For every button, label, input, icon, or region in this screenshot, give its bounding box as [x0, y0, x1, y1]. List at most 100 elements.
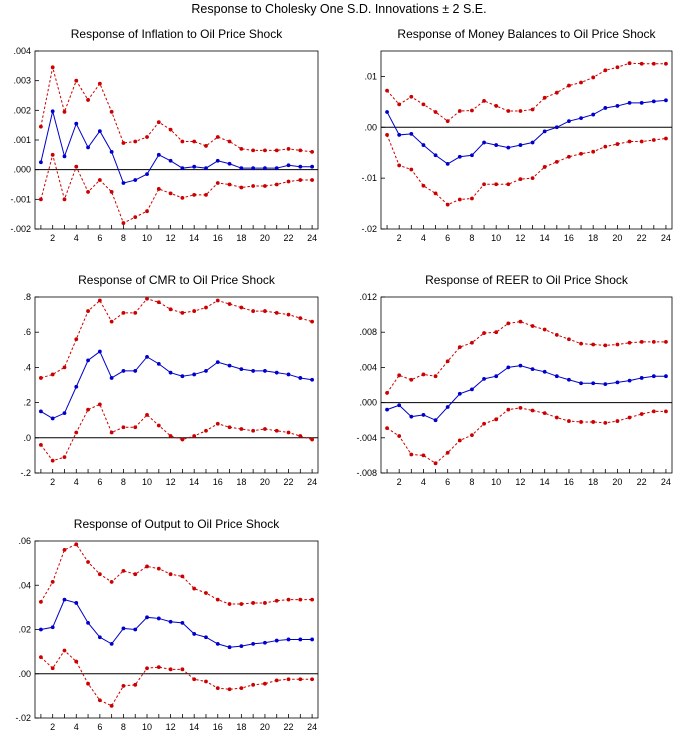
series-lower-point	[286, 430, 291, 435]
series-response-point	[121, 369, 126, 373]
series-upper-point	[263, 309, 267, 313]
y-tick-label: .00	[364, 122, 377, 132]
series-response-point	[445, 405, 450, 409]
series-lower-point	[506, 407, 511, 412]
series-response-point	[109, 149, 114, 154]
series-lower-point	[168, 434, 173, 438]
series-response-point	[97, 635, 102, 640]
series-lower-point	[192, 434, 197, 438]
series-response-line	[40, 350, 313, 420]
series-upper-point	[651, 61, 656, 66]
series-upper-point	[133, 310, 138, 315]
series-response-point	[251, 641, 256, 646]
series-lower-point	[591, 149, 596, 154]
series-response-point	[97, 129, 102, 134]
series-response-point	[50, 109, 55, 114]
series-lower-point	[74, 164, 79, 169]
series-lower-point	[121, 425, 126, 430]
series-upper-point	[651, 339, 656, 344]
series-response-point	[74, 121, 79, 126]
series-response-point	[97, 349, 102, 354]
series-lower-point	[518, 177, 523, 182]
series-upper-point	[615, 342, 620, 347]
series-upper-point	[506, 109, 511, 113]
series-response-point	[310, 377, 315, 382]
series-lower-line	[386, 134, 666, 206]
series-response-point	[192, 164, 197, 169]
panel-title: Response of Output to Oil Price Shock	[74, 517, 280, 531]
series-upper-point	[168, 572, 173, 577]
series-upper-point	[274, 598, 279, 603]
series-upper-point	[591, 342, 596, 347]
series-lower-point	[530, 408, 535, 413]
series-lower-point	[180, 437, 185, 442]
series-response-point	[530, 367, 535, 372]
y-tick-label: .2	[23, 398, 31, 408]
series-lower-point	[97, 402, 102, 407]
series-lower-point	[263, 427, 267, 431]
series-lower-line	[40, 403, 313, 462]
series-lower-point	[62, 197, 67, 202]
series-response-point	[156, 616, 161, 621]
panel-cmr: Response of CMR to Oil Price Shock -.2 .0.…	[20, 273, 319, 487]
series-lower-point	[62, 455, 67, 460]
series-response-point	[215, 641, 220, 646]
series-response-point	[615, 380, 620, 385]
series-lower-point	[286, 677, 291, 682]
series-lower-point	[615, 419, 620, 423]
series-upper-point	[239, 602, 244, 606]
series-upper-point	[482, 98, 486, 103]
series-lower-point	[457, 438, 462, 443]
series-lower-point	[109, 190, 114, 194]
series-upper-point	[74, 337, 79, 342]
series-upper-point	[168, 127, 173, 132]
series-upper-point	[627, 61, 632, 66]
series-lower-point	[97, 698, 102, 703]
series-response-point	[74, 384, 79, 389]
series-lower-point	[204, 428, 208, 433]
series-upper-point	[121, 568, 126, 573]
x-tick-label: 8	[121, 477, 126, 487]
series-upper-point	[62, 365, 67, 370]
series-upper-point	[180, 310, 185, 315]
series-upper-point	[215, 298, 220, 303]
series-response-point	[274, 370, 279, 375]
series-upper-point	[470, 340, 474, 345]
series-upper-point	[421, 372, 426, 377]
series-upper-point	[192, 139, 197, 144]
series-response-point	[286, 163, 291, 168]
series-lower-point	[310, 677, 315, 682]
series-response-point	[518, 363, 523, 368]
series-response-point	[86, 358, 90, 363]
series-response-point	[263, 640, 267, 645]
series-upper-point	[274, 148, 279, 153]
series-upper-line	[40, 298, 313, 379]
y-tick-label: .02	[18, 625, 31, 635]
series-response-point	[470, 153, 474, 158]
series-upper-point	[86, 560, 90, 564]
series-lower-line	[40, 649, 313, 707]
series-upper-point	[579, 341, 583, 346]
series-response-line	[40, 111, 313, 184]
y-tick-label: .012	[359, 292, 377, 302]
series-upper-line	[386, 62, 666, 122]
series-upper-point	[554, 90, 559, 95]
x-tick-label: 18	[236, 233, 246, 243]
series-lower-point	[239, 427, 244, 431]
series-lower-point	[298, 178, 303, 182]
series-lower-point	[204, 679, 208, 684]
series-response-point	[518, 143, 523, 147]
series-upper-point	[50, 65, 55, 70]
series-lower-point	[409, 452, 414, 457]
x-tick-label: 14	[189, 233, 199, 243]
series-lower-point	[145, 413, 149, 417]
x-tick-label: 8	[469, 233, 474, 243]
panel-money-balances: Response of Money Balances to Oil Price …	[361, 27, 673, 243]
panel-inflation: Response of Inflation to Oil Price Shock…	[10, 27, 319, 243]
series-response-point	[627, 378, 632, 383]
y-tick-label: .003	[13, 76, 31, 86]
series-upper-point	[310, 597, 315, 602]
y-tick-label: .001	[13, 135, 31, 145]
series-response-line	[40, 599, 313, 648]
series-response-point	[180, 166, 185, 171]
